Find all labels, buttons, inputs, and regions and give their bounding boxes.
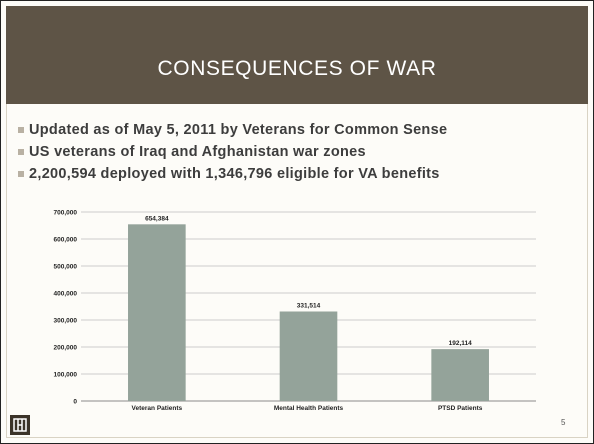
bullet-text: US veterans of Iraq and Afghanistan war …	[29, 144, 366, 160]
x-tick-label: PTSD Patients	[438, 405, 483, 410]
bar-chart: 0 100,000 200,000 300,000 400,000 500,000 600,…	[54, 210, 536, 410]
bullet-item: US veterans of Iraq and Afghanistan war …	[18, 141, 447, 163]
x-tick-label: Mental Health Patients	[274, 405, 344, 410]
bar	[431, 349, 489, 401]
y-tick-label: 0	[73, 399, 77, 406]
page-number: 5	[561, 418, 566, 427]
bar	[279, 311, 338, 401]
bullet-list: Updated as of May 5, 2011 by Veterans fo…	[18, 119, 447, 185]
y-tick-label: 200,000	[54, 345, 78, 352]
data-label: 192,114	[449, 340, 473, 347]
data-label: 331,514	[297, 302, 321, 309]
y-tick-label: 700,000	[54, 210, 78, 217]
building-logo-icon	[10, 415, 30, 435]
y-tick-label: 400,000	[54, 291, 78, 298]
bullet-text: Updated as of May 5, 2011 by Veterans fo…	[29, 122, 448, 138]
y-tick-label: 600,000	[54, 237, 78, 244]
title-bar: CONSEQUENCES OF WAR	[6, 6, 588, 104]
x-tick-label: Veteran Patients	[132, 405, 183, 410]
square-bullet-icon	[18, 127, 24, 133]
bar	[128, 224, 186, 401]
bullet-item: 2,200,594 deployed with 1,346,796 eligib…	[18, 163, 447, 185]
square-bullet-icon	[18, 149, 24, 155]
y-tick-label: 100,000	[54, 372, 78, 379]
y-tick-label: 300,000	[54, 318, 78, 325]
bullet-text: 2,200,594 deployed with 1,346,796 eligib…	[29, 166, 440, 182]
square-bullet-icon	[18, 171, 24, 177]
data-label: 654,384	[145, 215, 169, 222]
bullet-item: Updated as of May 5, 2011 by Veterans fo…	[18, 119, 447, 141]
y-tick-label: 500,000	[54, 264, 78, 271]
slide-title: CONSEQUENCES OF WAR	[157, 57, 437, 80]
